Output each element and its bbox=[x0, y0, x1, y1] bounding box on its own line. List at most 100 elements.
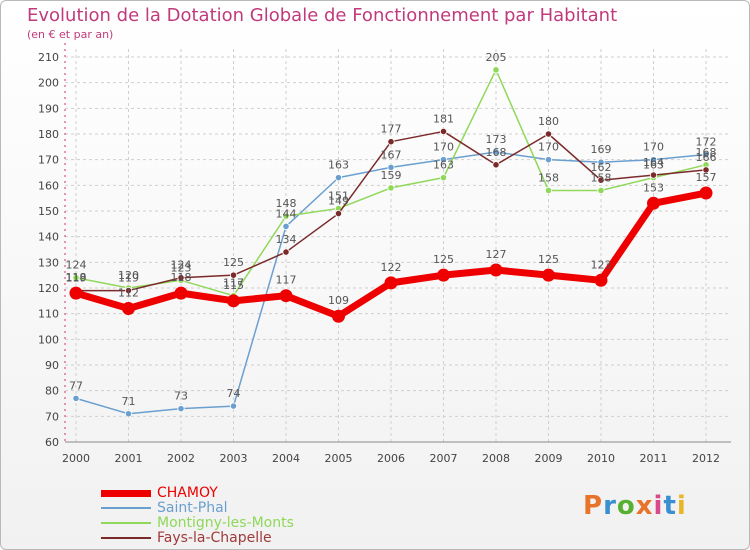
x-tick-label: 2010 bbox=[587, 452, 615, 465]
data-label-fays-la-chapelle: 166 bbox=[696, 151, 717, 164]
data-label-saint-phal: 172 bbox=[696, 136, 717, 149]
legend-label: Montigny-les-Monts bbox=[157, 515, 294, 531]
legend-item-fays-la-chapelle: Fays-la-Chapelle bbox=[101, 530, 501, 546]
data-label-montigny-les-monts: 117 bbox=[223, 277, 244, 290]
legend-swatch bbox=[101, 522, 151, 524]
legend-item-chamoy: CHAMOY bbox=[101, 485, 501, 501]
y-tick-label: 170 bbox=[38, 154, 59, 167]
data-point-fays-la-chapelle bbox=[229, 271, 238, 279]
y-tick-label: 120 bbox=[38, 282, 59, 295]
data-label-fays-la-chapelle: 149 bbox=[328, 195, 349, 208]
data-label-chamoy: 122 bbox=[381, 261, 402, 274]
x-tick-label: 2000 bbox=[62, 452, 90, 465]
data-point-saint-phal bbox=[177, 405, 185, 413]
data-label-montigny-les-monts: 158 bbox=[538, 171, 559, 184]
x-tick-label: 2004 bbox=[272, 452, 300, 465]
series-saint-phal bbox=[72, 148, 710, 418]
legend-swatch bbox=[101, 490, 151, 497]
data-label-fays-la-chapelle: 177 bbox=[381, 123, 402, 136]
data-point-fays-la-chapelle bbox=[492, 161, 500, 169]
data-label-montigny-les-monts: 163 bbox=[643, 159, 664, 172]
series-chamoy bbox=[69, 186, 713, 323]
data-point-chamoy bbox=[69, 286, 83, 300]
data-label-saint-phal: 77 bbox=[69, 379, 83, 392]
data-label-chamoy: 157 bbox=[696, 171, 717, 184]
data-label-saint-phal: 167 bbox=[381, 148, 402, 161]
data-point-montigny-les-monts bbox=[597, 186, 605, 195]
y-tick-label: 60 bbox=[45, 436, 59, 449]
logo-letter: r bbox=[603, 491, 617, 521]
y-tick-label: 150 bbox=[38, 205, 59, 218]
data-label-chamoy: 125 bbox=[538, 253, 559, 266]
data-point-chamoy bbox=[122, 302, 135, 316]
data-label-montigny-les-monts: 123 bbox=[171, 261, 192, 274]
data-label-chamoy: 153 bbox=[643, 181, 664, 194]
logo-letter: o bbox=[616, 491, 636, 521]
data-point-montigny-les-monts bbox=[544, 186, 553, 195]
data-point-saint-phal bbox=[649, 156, 658, 164]
logo-letter: t bbox=[663, 491, 677, 521]
data-label-montigny-les-monts: 120 bbox=[118, 269, 139, 282]
chart-legend: CHAMOY Saint-Phal Montigny-les-Monts Fays-l… bbox=[101, 485, 501, 546]
data-point-chamoy bbox=[174, 286, 188, 300]
data-point-chamoy bbox=[227, 294, 240, 308]
x-tick-label: 2009 bbox=[535, 452, 563, 465]
x-tick-label: 2001 bbox=[115, 452, 143, 465]
data-label-fays-la-chapelle: 119 bbox=[118, 272, 139, 285]
data-label-montigny-les-monts: 158 bbox=[591, 171, 612, 184]
data-label-montigny-les-monts: 159 bbox=[381, 169, 402, 182]
data-point-saint-phal bbox=[544, 156, 553, 164]
data-label-fays-la-chapelle: 162 bbox=[591, 161, 612, 174]
y-tick-label: 140 bbox=[38, 231, 59, 244]
data-label-chamoy: 118 bbox=[66, 271, 87, 284]
legend-swatch bbox=[101, 537, 151, 539]
data-label-montigny-les-monts: 124 bbox=[66, 259, 87, 272]
x-tick-label: 2007 bbox=[430, 452, 458, 465]
data-point-chamoy bbox=[699, 186, 713, 200]
data-label-montigny-les-monts: 151 bbox=[328, 189, 349, 202]
data-label-fays-la-chapelle: 119 bbox=[66, 272, 87, 285]
data-label-montigny-les-monts: 205 bbox=[486, 51, 507, 64]
x-tick-label: 2005 bbox=[325, 452, 353, 465]
legend-item-montigny-les-monts: Montigny-les-Monts bbox=[101, 515, 501, 531]
data-label-chamoy: 109 bbox=[328, 294, 349, 307]
data-point-saint-phal bbox=[72, 394, 80, 402]
y-tick-label: 90 bbox=[45, 359, 59, 372]
y-tick-label: 100 bbox=[38, 333, 59, 346]
y-tick-label: 200 bbox=[38, 77, 59, 90]
data-label-saint-phal: 163 bbox=[328, 159, 349, 172]
data-point-saint-phal bbox=[492, 148, 500, 156]
data-point-fays-la-chapelle bbox=[649, 171, 658, 179]
data-point-montigny-les-monts bbox=[72, 274, 80, 282]
data-label-chamoy: 118 bbox=[171, 271, 192, 284]
y-tick-label: 180 bbox=[38, 128, 59, 141]
y-tick-label: 130 bbox=[38, 256, 59, 269]
data-point-saint-phal bbox=[439, 156, 448, 164]
data-point-saint-phal bbox=[282, 222, 290, 230]
data-label-fays-la-chapelle: 134 bbox=[276, 233, 297, 246]
data-label-montigny-les-monts: 168 bbox=[696, 146, 717, 159]
x-tick-label: 2006 bbox=[377, 452, 405, 465]
data-point-saint-phal bbox=[387, 163, 395, 171]
data-label-fays-la-chapelle: 125 bbox=[223, 256, 244, 269]
data-point-montigny-les-monts bbox=[387, 184, 395, 192]
legend-item-saint-phal: Saint-Phal bbox=[101, 500, 501, 516]
data-label-saint-phal: 73 bbox=[174, 390, 188, 403]
data-point-fays-la-chapelle bbox=[124, 286, 133, 295]
data-point-montigny-les-monts bbox=[439, 174, 448, 182]
data-label-fays-la-chapelle: 168 bbox=[486, 146, 507, 159]
data-point-saint-phal bbox=[702, 150, 710, 159]
data-point-chamoy bbox=[489, 263, 503, 277]
data-point-chamoy bbox=[542, 268, 555, 282]
y-tick-label: 80 bbox=[45, 385, 59, 398]
data-point-saint-phal bbox=[229, 402, 238, 410]
legend-label: Saint-Phal bbox=[157, 500, 228, 516]
data-label-chamoy: 115 bbox=[223, 279, 244, 292]
data-label-fays-la-chapelle: 124 bbox=[171, 259, 192, 272]
y-tick-label: 160 bbox=[38, 179, 59, 192]
x-tick-label: 2002 bbox=[167, 452, 195, 465]
logo-letter: i bbox=[676, 491, 687, 521]
legend-label: Fays-la-Chapelle bbox=[157, 530, 272, 546]
